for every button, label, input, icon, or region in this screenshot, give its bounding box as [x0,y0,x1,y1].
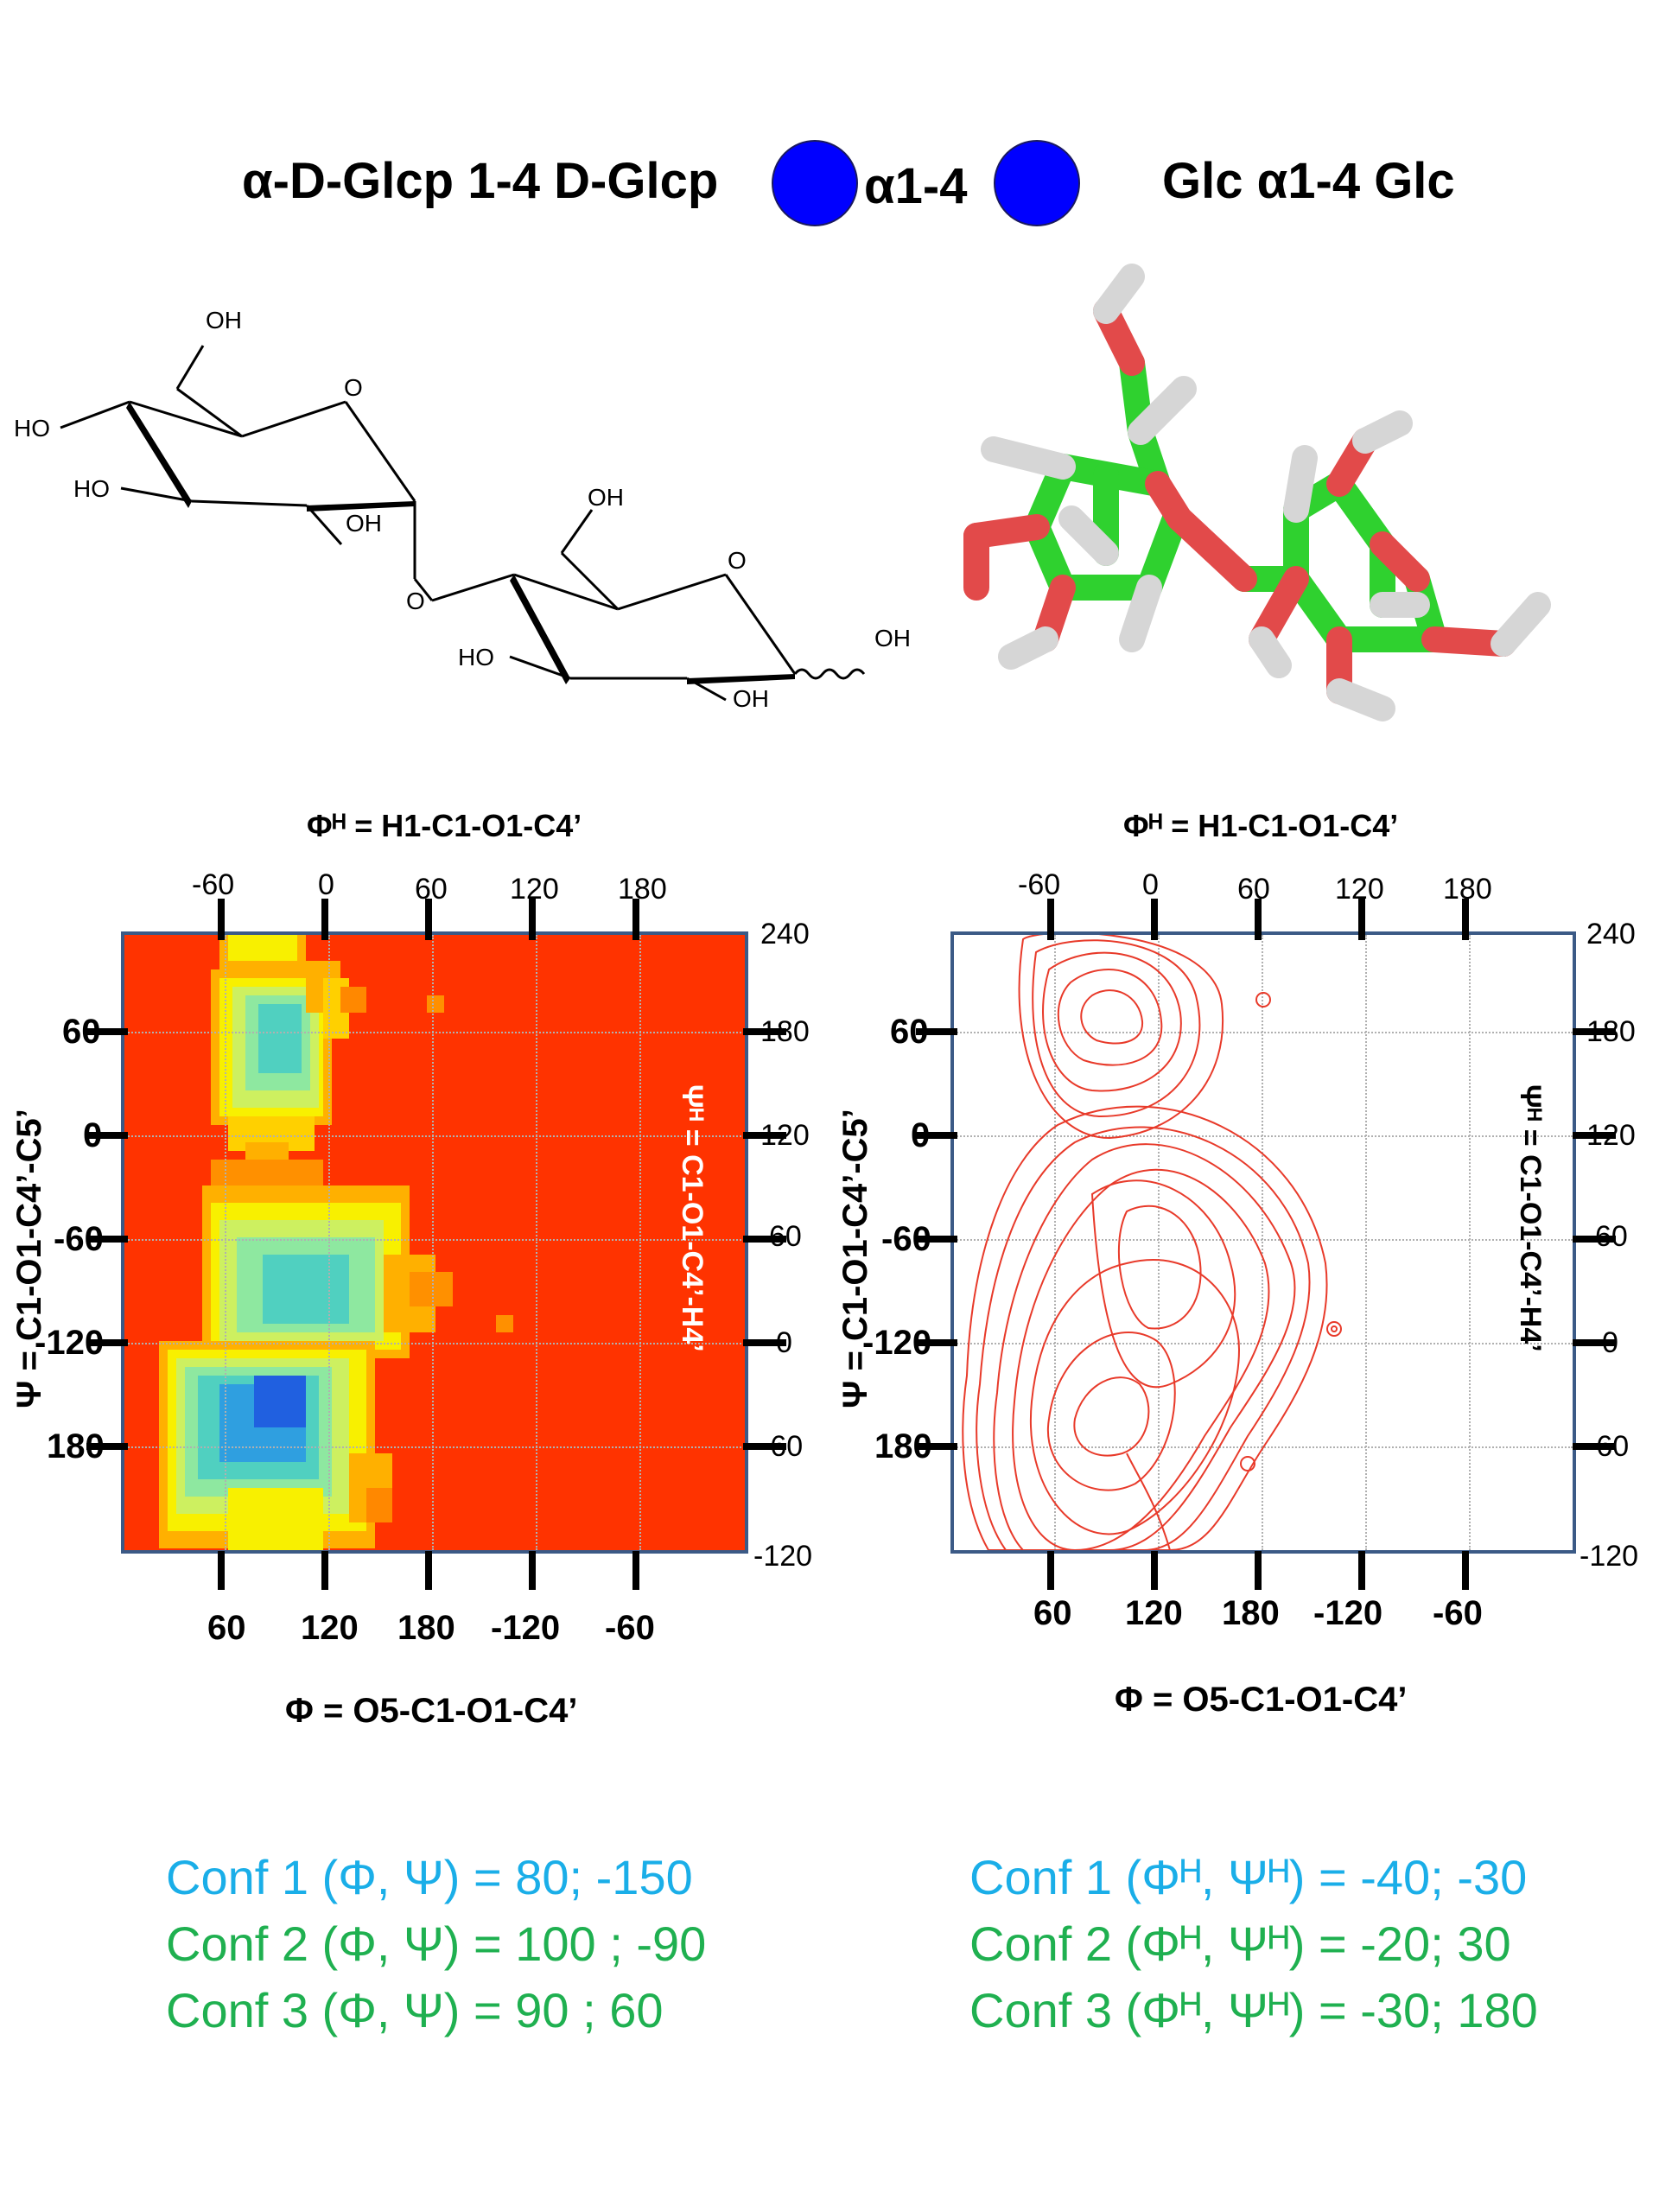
left-top-tick: 0 [318,868,334,901]
conformer-left-2: Conf 2 (Φ, Ψ) = 100 ; -90 [166,1916,707,1971]
left-bottom-tick: 60 [207,1609,246,1647]
right-right-tick: 240 [1586,918,1636,950]
linkage-label: α1-4 [864,158,968,214]
left-left-tick: 180 [47,1427,105,1465]
conformer-left-3: Conf 3 (Φ, Ψ) = 90 ; 60 [166,1983,664,2037]
right-left-tick: -120 [862,1324,932,1362]
left-left-tick: 0 [83,1116,103,1154]
left-bottom-tick: 120 [301,1609,359,1647]
glc-symbol-right-icon [994,140,1080,226]
left-right-axis-title: Ψᴴ = C1-O1-C4’-H4’ [676,1084,709,1352]
left-left-tick: -120 [35,1324,105,1362]
structure-2d-diagram: OH HO HO OH O O OH O HO OH OH [14,307,911,712]
left-right-tick: -120 [753,1540,813,1573]
iupac-name: α-D-Glcp 1-4 D-Glcp [242,153,719,209]
right-left-tick: 60 [890,1013,929,1051]
right-right-tick: -120 [1580,1540,1639,1573]
left-right-tick: 0 [776,1326,792,1359]
conformer-right-2: Conf 2 (Φᴴ, Ψᴴ) = -20; 30 [969,1916,1511,1971]
right-top-axis-title: Φᴴ = H1-C1-O1-C4’ [1123,808,1399,843]
left-left-axis-title: Ψ = C1-O1-C4’-C5’ [10,1109,48,1408]
right-left-tick: -60 [881,1220,931,1258]
short-name: Glc α1-4 Glc [1162,153,1455,209]
conformer-right-3: Conf 3 (Φᴴ, Ψᴴ) = -30; 180 [969,1983,1538,2037]
conformer-right-1: Conf 1 (Φᴴ, Ψᴴ) = -40; -30 [969,1850,1528,1904]
oh-label: OH [588,484,624,511]
right-bottom-tick: 60 [1033,1594,1072,1632]
left-left-tick: 60 [62,1013,101,1051]
right-left-tick: 180 [874,1427,932,1465]
ring-oxygen-label: O [728,547,747,574]
right-left-axis-title: Ψ = C1-O1-C4’-C5’ [836,1109,874,1408]
oh-label: OH [874,625,911,652]
ho-label: HO [73,475,110,502]
left-top-tick: 180 [618,873,667,906]
right-top-tick: 0 [1142,868,1159,901]
ho-label: HO [14,415,50,442]
right-right-axis-title: Ψᴴ = C1-O1-C4’-H4’ [1514,1084,1547,1352]
right-left-tick: 0 [911,1116,931,1154]
right-top-tick: -60 [1018,868,1061,901]
left-heatmap-plot [121,931,748,1554]
left-right-tick: 60 [769,1220,802,1253]
stick-model-3d [963,264,1551,721]
left-bottom-tick: -60 [605,1609,655,1647]
ring-oxygen-label: O [344,374,363,401]
right-right-tick: 120 [1586,1119,1636,1152]
right-right-tick: -60 [1586,1430,1630,1463]
ho-label: HO [458,644,494,671]
right-top-tick: 60 [1237,873,1270,906]
left-top-axis-title: Φᴴ = H1-C1-O1-C4’ [307,808,582,843]
glc-symbol-left-icon [772,140,858,226]
left-plot-tick-marks [86,899,786,1590]
left-right-tick: 180 [760,1015,810,1048]
right-plot-tick-marks [916,899,1616,1590]
left-left-tick: -60 [54,1220,104,1258]
left-top-tick: -60 [192,868,235,901]
left-bottom-tick: -120 [491,1609,561,1647]
contour-lines [962,935,1342,1550]
oh-label: OH [206,307,242,334]
right-bottom-tick: -60 [1433,1594,1483,1632]
left-bottom-tick: 180 [397,1609,455,1647]
oh-label: OH [346,510,382,537]
left-right-tick: 240 [760,918,810,950]
left-right-tick: -60 [760,1430,804,1463]
left-bottom-axis-title: Φ = O5-C1-O1-C4’ [285,1692,578,1730]
right-bottom-axis-title: Φ = O5-C1-O1-C4’ [1115,1681,1408,1719]
right-right-tick: 180 [1586,1015,1636,1048]
right-bottom-tick: 120 [1125,1594,1183,1632]
right-right-tick: 0 [1602,1326,1618,1359]
left-right-tick: 120 [760,1119,810,1152]
linkage-oxygen-label: O [406,588,425,614]
right-bottom-tick: -120 [1313,1594,1383,1632]
oh-label: OH [733,685,769,712]
right-bottom-tick: 180 [1222,1594,1280,1632]
conformer-left-1: Conf 1 (Φ, Ψ) = 80; -150 [166,1850,693,1904]
right-right-tick: 60 [1595,1220,1628,1253]
